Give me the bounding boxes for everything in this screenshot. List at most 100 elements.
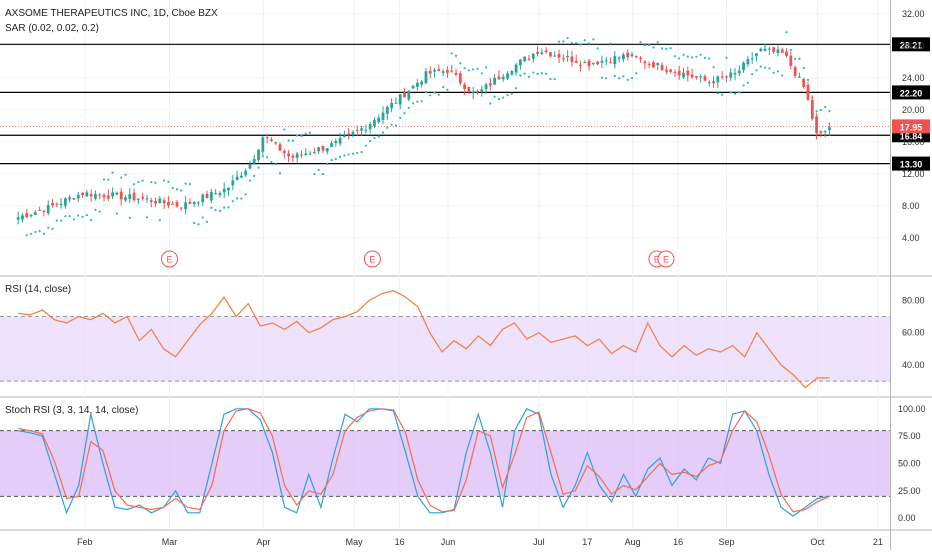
rsi-tick-label[interactable]: 80.00: [902, 295, 925, 305]
candle[interactable]: [767, 48, 771, 50]
candle[interactable]: [244, 170, 248, 176]
candle[interactable]: [772, 47, 776, 52]
candle[interactable]: [441, 71, 445, 73]
candle[interactable]: [819, 131, 823, 133]
candle[interactable]: [664, 69, 668, 72]
candle[interactable]: [377, 117, 381, 123]
time-tick-label[interactable]: Apr: [256, 537, 270, 547]
candle[interactable]: [716, 76, 720, 83]
candle[interactable]: [167, 201, 170, 206]
candle[interactable]: [415, 82, 419, 87]
candle[interactable]: [385, 106, 389, 114]
candle[interactable]: [295, 153, 299, 158]
candle[interactable]: [300, 154, 303, 156]
candle[interactable]: [119, 191, 123, 200]
candle[interactable]: [360, 128, 363, 131]
candle[interactable]: [810, 99, 814, 119]
candle[interactable]: [454, 72, 458, 75]
candle[interactable]: [488, 83, 492, 86]
candle[interactable]: [390, 102, 394, 109]
candle[interactable]: [274, 142, 278, 144]
candle[interactable]: [334, 141, 338, 144]
candle[interactable]: [733, 72, 737, 75]
candle[interactable]: [398, 94, 402, 105]
candle[interactable]: [613, 56, 617, 65]
candle[interactable]: [660, 65, 664, 71]
price-tick-label[interactable]: 32.00: [902, 9, 925, 19]
candle[interactable]: [179, 207, 183, 209]
candle[interactable]: [609, 62, 612, 64]
candle[interactable]: [536, 52, 539, 55]
candle[interactable]: [600, 60, 604, 63]
candle[interactable]: [549, 52, 552, 57]
price-tick-label[interactable]: 20.00: [902, 105, 925, 115]
candle[interactable]: [162, 200, 166, 204]
candle[interactable]: [141, 196, 145, 199]
candle[interactable]: [759, 48, 763, 52]
candle[interactable]: [154, 200, 157, 204]
time-tick-label[interactable]: Sep: [719, 537, 735, 547]
candle[interactable]: [682, 72, 685, 78]
candle[interactable]: [231, 180, 235, 186]
time-tick-label[interactable]: Feb: [77, 537, 93, 547]
candle[interactable]: [106, 195, 110, 199]
earnings-marker[interactable]: [657, 250, 675, 268]
candle[interactable]: [265, 137, 269, 139]
candle[interactable]: [424, 71, 428, 84]
candle[interactable]: [553, 55, 557, 57]
level-tag[interactable]: [892, 37, 930, 52]
candle[interactable]: [574, 60, 578, 63]
candle[interactable]: [437, 69, 441, 72]
candle[interactable]: [798, 76, 801, 78]
candle[interactable]: [793, 67, 797, 76]
candle[interactable]: [72, 198, 76, 200]
candle[interactable]: [407, 90, 411, 100]
candle[interactable]: [506, 73, 509, 79]
candle[interactable]: [29, 214, 33, 217]
candle[interactable]: [763, 48, 767, 52]
candle[interactable]: [643, 61, 647, 64]
candle[interactable]: [68, 197, 72, 200]
price-tick-label[interactable]: 16.00: [902, 137, 925, 147]
candle[interactable]: [214, 193, 218, 195]
candle[interactable]: [596, 61, 600, 65]
candle[interactable]: [364, 129, 368, 131]
candle[interactable]: [394, 102, 398, 104]
candle[interactable]: [433, 69, 436, 72]
candle[interactable]: [471, 92, 475, 94]
candle[interactable]: [411, 85, 415, 89]
candle[interactable]: [634, 56, 638, 58]
candle[interactable]: [94, 193, 97, 199]
candle[interactable]: [188, 201, 192, 204]
candle[interactable]: [248, 164, 252, 169]
candle[interactable]: [690, 74, 694, 78]
candle[interactable]: [476, 90, 479, 93]
candle[interactable]: [755, 53, 758, 57]
candle[interactable]: [815, 116, 818, 134]
candle[interactable]: [450, 70, 454, 72]
candle[interactable]: [458, 73, 462, 84]
candle[interactable]: [463, 84, 466, 89]
candle[interactable]: [785, 51, 788, 56]
candle[interactable]: [351, 131, 355, 135]
candle[interactable]: [776, 49, 780, 53]
time-tick-label[interactable]: 21: [873, 537, 883, 547]
candle[interactable]: [446, 69, 449, 73]
candle[interactable]: [132, 192, 136, 201]
candle[interactable]: [38, 209, 42, 211]
stoch-tick-label[interactable]: 50.00: [898, 459, 921, 469]
candle[interactable]: [673, 71, 677, 73]
candle[interactable]: [102, 194, 106, 198]
candle[interactable]: [145, 198, 149, 200]
candle[interactable]: [570, 56, 574, 62]
candle[interactable]: [235, 176, 239, 181]
candle[interactable]: [46, 204, 50, 214]
candle[interactable]: [699, 76, 703, 78]
candle[interactable]: [222, 188, 226, 193]
last-price-tag[interactable]: [892, 119, 930, 134]
candle[interactable]: [218, 193, 222, 196]
candle[interactable]: [501, 76, 505, 80]
candle[interactable]: [197, 202, 200, 204]
price-tick-label[interactable]: 8.00: [902, 201, 920, 211]
